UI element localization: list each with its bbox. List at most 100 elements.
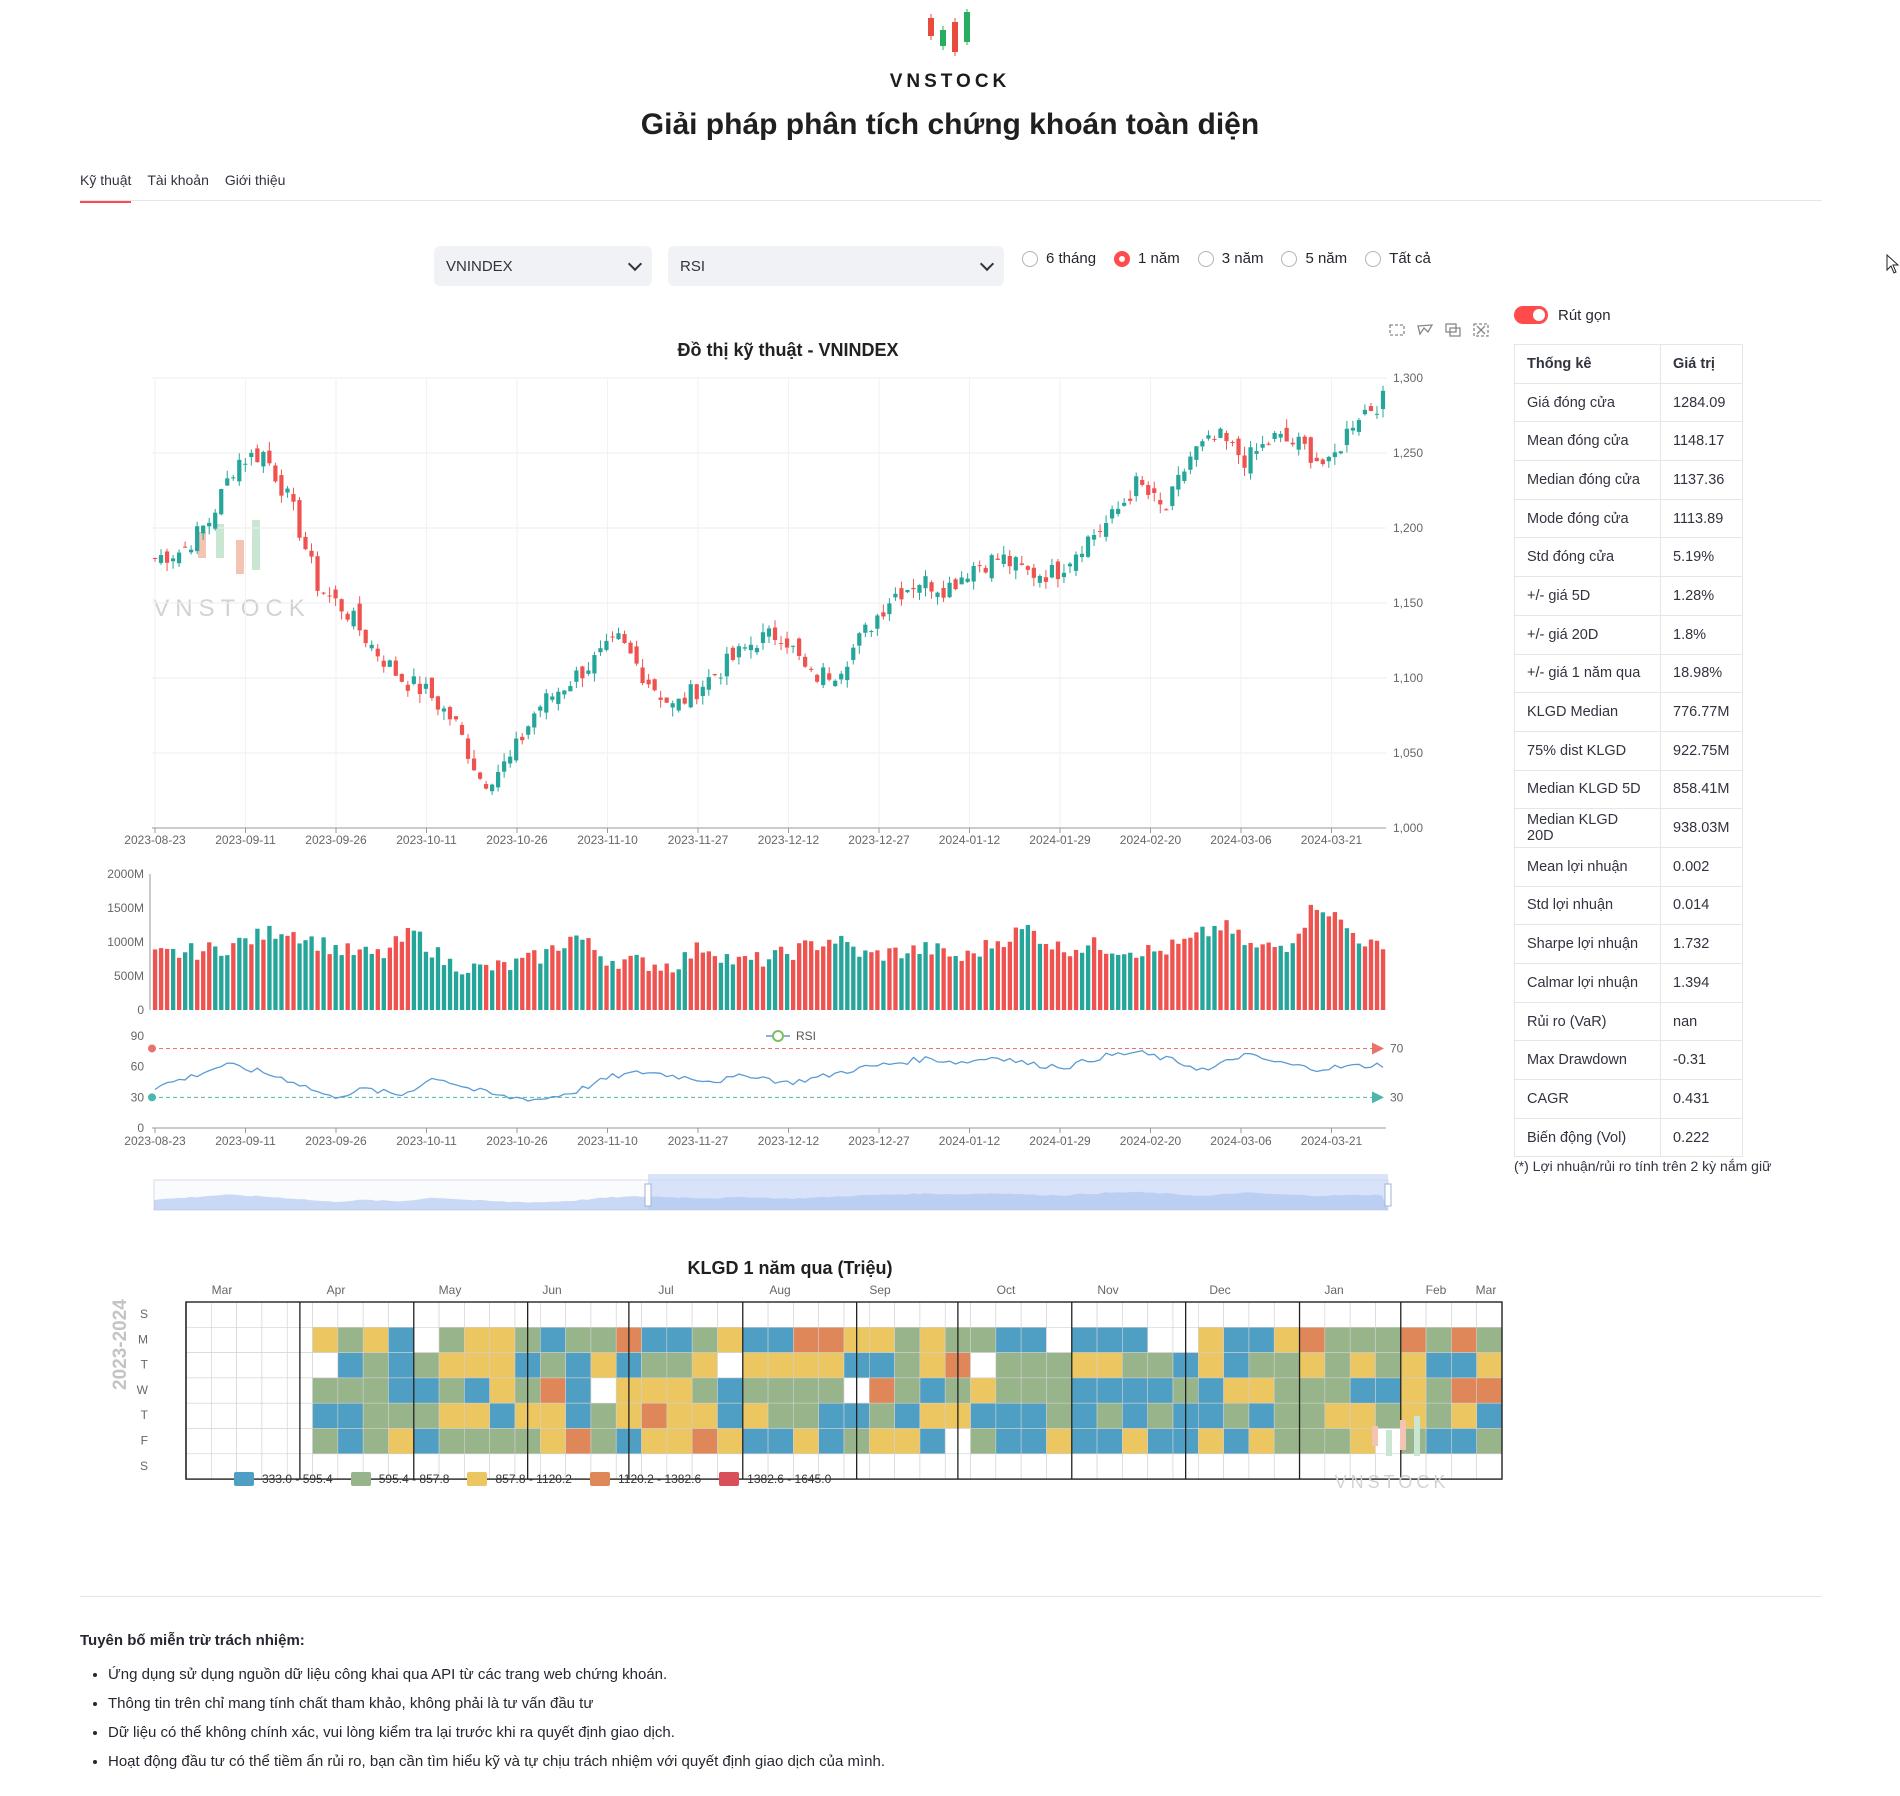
- brush-rect-icon[interactable]: [1444, 322, 1462, 338]
- table-row: Biến động (Vol) 0.222: [1514, 1117, 1743, 1158]
- heatmap-cell: [1476, 1453, 1502, 1480]
- watermark-text: VNSTOCK: [1335, 1472, 1450, 1492]
- legend-item[interactable]: 1120.2 - 1382.6: [589, 1472, 701, 1486]
- period-1y-radio[interactable]: 1 năm: [1114, 250, 1180, 267]
- table-row: Giá đóng cửa 1284.09: [1514, 382, 1743, 423]
- footer-divider: [80, 1596, 1822, 1597]
- heatmap-cell: [1274, 1302, 1300, 1328]
- heatmap-cell: [1223, 1327, 1249, 1353]
- legend-item[interactable]: 857.8 - 1120.2: [467, 1472, 572, 1486]
- volume-bar: [514, 958, 519, 1010]
- heatmap-cell: [363, 1428, 389, 1454]
- candle: [694, 684, 699, 700]
- heatmap-cell: [489, 1453, 515, 1480]
- heatmap-cell: [818, 1377, 844, 1404]
- heatmap-cell: [312, 1403, 338, 1429]
- zoom-select-icon[interactable]: [1388, 322, 1406, 338]
- candle: [670, 703, 675, 708]
- volume-bar: [995, 941, 1000, 1010]
- lasso-select-icon[interactable]: [1416, 322, 1434, 338]
- candle: [1079, 553, 1085, 558]
- candle: [784, 638, 790, 648]
- legend-item[interactable]: 1382.6 - 1645.0: [719, 1472, 831, 1486]
- heatmap-cell: [742, 1428, 769, 1454]
- candle: [1272, 432, 1277, 439]
- heatmap-weekday-label: S: [140, 1459, 148, 1473]
- heatmap-cell: [439, 1453, 465, 1480]
- candle: [261, 451, 266, 467]
- volume-bar: [1128, 952, 1133, 1010]
- heatmap-cell: [1476, 1428, 1502, 1454]
- heatmap-cell: [413, 1352, 440, 1378]
- heatmap-cell: [1451, 1403, 1477, 1429]
- radio-icon: [1365, 250, 1382, 267]
- radio-label: 1 năm: [1138, 250, 1180, 267]
- clear-selection-icon[interactable]: [1472, 322, 1490, 338]
- symbol-select[interactable]: VNINDEX: [434, 246, 652, 286]
- volume-bar: [1320, 912, 1326, 1010]
- heatmap-cell: [489, 1403, 515, 1429]
- heatmap-cell: [413, 1403, 440, 1429]
- volume-bar: [953, 956, 958, 1010]
- candle: [429, 677, 435, 699]
- volume-bar: [947, 956, 952, 1010]
- zoom-handle-left: [644, 1183, 652, 1207]
- period-5y-radio[interactable]: 5 năm: [1281, 250, 1347, 267]
- candle: [1007, 555, 1012, 567]
- rsi-legend[interactable]: RSI: [766, 1029, 816, 1043]
- heatmap-cell: [919, 1327, 946, 1353]
- heatmap-cell: [768, 1352, 794, 1378]
- heatmap-cell: [565, 1403, 591, 1429]
- volume-bar: [1025, 924, 1031, 1010]
- legend-item[interactable]: 333.0 - 595.4: [234, 1472, 333, 1486]
- legend-item[interactable]: 595.4 - 857.8: [350, 1472, 449, 1486]
- heatmap-cell: [641, 1403, 667, 1429]
- period-6m-radio[interactable]: 6 tháng: [1022, 250, 1096, 267]
- table-row: Median KLGD 20D 938.03M: [1514, 808, 1743, 848]
- volume-bar: [640, 957, 645, 1010]
- candle: [1284, 427, 1289, 442]
- technical-chart[interactable]: Đồ thị kỹ thuật - VNINDEX VNSTOCK 1,0001…: [0, 0, 1500, 1240]
- tab-about[interactable]: Giới thiệu: [224, 172, 286, 188]
- candle: [1049, 564, 1055, 578]
- volume-bar: [381, 958, 386, 1010]
- compact-toggle[interactable]: Rút gọn: [1514, 306, 1611, 324]
- candle: [339, 599, 344, 612]
- price-tick-label: 1,200: [1393, 521, 1423, 535]
- candle: [863, 624, 868, 633]
- volume-heatmap[interactable]: 2023-2024 Mar Apr May Jun Jul Aug Sep Oct Nov Dec…: [0, 0, 1520, 1500]
- volume-bar: [899, 958, 904, 1010]
- volume-bar: [610, 960, 615, 1010]
- volume-bar: [1194, 932, 1199, 1010]
- heatmap-cell: [211, 1403, 237, 1429]
- period-all-radio[interactable]: Tất cả: [1365, 250, 1431, 267]
- heatmap-cell: [1198, 1377, 1224, 1404]
- tab-account[interactable]: Tài khoản: [147, 172, 209, 188]
- tab-technical[interactable]: Kỹ thuật: [80, 170, 132, 203]
- heatmap-cell: [666, 1403, 693, 1429]
- heatmap-month-label: Jun: [542, 1283, 561, 1297]
- candle: [953, 579, 958, 590]
- volume-bar: [369, 953, 374, 1010]
- heatmap-cell: [388, 1453, 414, 1480]
- heatmap-cell: [1122, 1377, 1148, 1404]
- heatmap-month-label: Aug: [769, 1283, 790, 1297]
- candle: [405, 684, 410, 691]
- heatmap-cell: [1476, 1327, 1502, 1353]
- heatmap-cell: [641, 1377, 667, 1404]
- data-zoom-slider[interactable]: [153, 1174, 1392, 1211]
- markline-start-icon: [148, 1093, 156, 1102]
- candle: [1296, 436, 1301, 450]
- volume-bar: [387, 947, 392, 1010]
- candle: [724, 653, 729, 677]
- volume-bar: [748, 959, 754, 1010]
- period-3y-radio[interactable]: 3 năm: [1197, 250, 1263, 267]
- heatmap-month-label: Dec: [1209, 1283, 1230, 1297]
- heatmap-cell: [565, 1428, 591, 1454]
- heatmap-cell: [1198, 1327, 1224, 1353]
- indicator-select[interactable]: RSI: [668, 246, 1004, 286]
- candle: [243, 463, 248, 465]
- stat-label: Rủi ro (VaR): [1514, 1001, 1661, 1042]
- volume-bar: [923, 942, 928, 1010]
- heatmap-cell: [1426, 1428, 1452, 1454]
